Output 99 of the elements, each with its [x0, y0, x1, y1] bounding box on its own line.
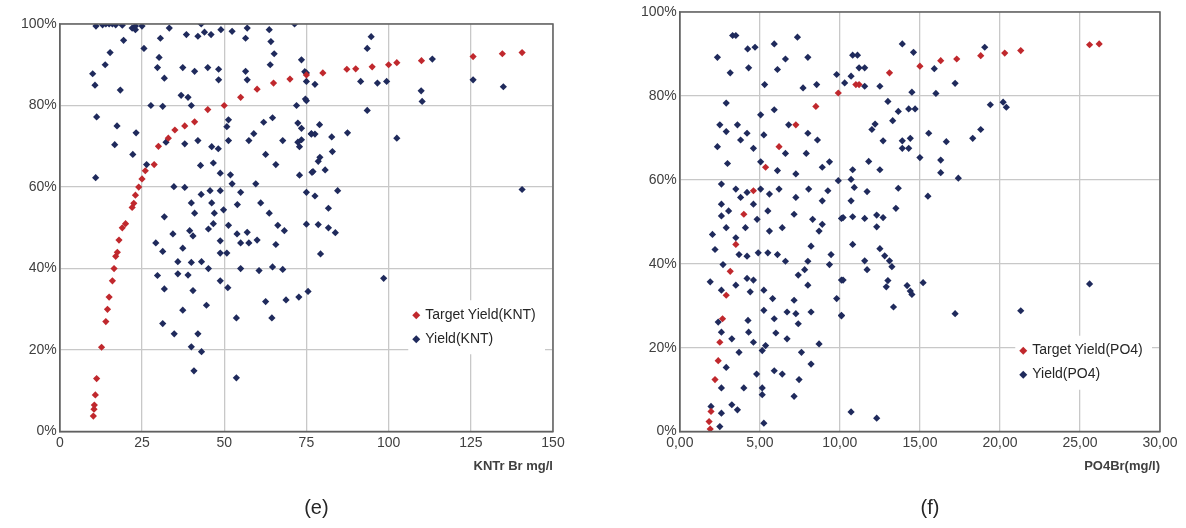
point: [706, 425, 714, 432]
x-tick-label: 25,00: [1062, 433, 1098, 450]
y-tick-label: 80%: [28, 96, 57, 113]
legend-label: Yield(PO4): [1032, 365, 1101, 382]
point: [141, 167, 149, 175]
point: [977, 52, 985, 60]
point: [118, 224, 126, 232]
point: [1095, 40, 1103, 48]
point: [191, 118, 199, 126]
point: [130, 199, 138, 207]
y-tick-label: 20%: [648, 338, 677, 355]
point: [269, 79, 278, 87]
point: [469, 53, 477, 61]
point: [237, 93, 245, 101]
point: [716, 338, 724, 346]
point: [385, 61, 393, 69]
x-axis-title: KNTr Br mg/l: [473, 457, 553, 473]
y-tick-label: 0%: [36, 422, 57, 439]
point: [953, 55, 961, 63]
point: [352, 65, 360, 73]
y-tick-label: 100%: [640, 2, 677, 19]
point: [1085, 41, 1094, 49]
point: [937, 57, 945, 65]
point: [740, 210, 748, 218]
point: [393, 59, 401, 67]
point: [113, 248, 121, 256]
point: [916, 62, 924, 70]
point: [91, 391, 99, 399]
point: [286, 75, 294, 83]
point: [220, 101, 228, 110]
point: [711, 375, 719, 384]
point: [368, 63, 376, 71]
point: [705, 417, 713, 426]
x-tick-label: 50: [216, 433, 233, 450]
point: [718, 315, 727, 323]
point: [518, 48, 526, 57]
x-tick-label: 125: [459, 433, 483, 450]
y-tick-label: 40%: [648, 254, 677, 271]
point: [110, 264, 118, 273]
x-tick-label: 20,00: [982, 433, 1018, 450]
text: (e): [304, 495, 329, 518]
point: [131, 191, 140, 199]
text: (f): [920, 495, 940, 518]
point: [181, 122, 189, 130]
y-tick-label: 40%: [28, 259, 57, 276]
x-tick-label: 75: [298, 433, 315, 450]
x-tick-label: 15,00: [902, 433, 938, 450]
point: [775, 143, 783, 151]
legend-label: Target Yield(PO4): [1032, 341, 1143, 358]
point: [762, 163, 770, 171]
point: [834, 89, 842, 97]
point: [90, 401, 98, 409]
point: [319, 69, 327, 77]
point: [714, 357, 722, 365]
point: [253, 85, 261, 93]
point: [154, 142, 163, 150]
point: [138, 175, 146, 183]
y-tick-label: 20%: [28, 340, 57, 357]
y-tick-label: 60%: [28, 177, 57, 194]
point: [726, 267, 734, 275]
point: [722, 291, 730, 299]
point: [1001, 49, 1009, 57]
x-tick-label: 0: [55, 433, 64, 450]
point: [135, 183, 143, 191]
point: [97, 343, 106, 351]
point: [732, 240, 740, 249]
y-tick-label: 60%: [648, 170, 677, 187]
x-tick-label: 5,00: [746, 433, 774, 450]
legend-label: Target Yield(KNT): [425, 306, 536, 323]
point: [171, 126, 179, 134]
point: [749, 187, 758, 195]
legend-label: Yield(KNT): [425, 330, 494, 347]
point: [93, 375, 101, 383]
x-tick-label: 100: [376, 433, 401, 450]
x-axis-title: PO4Br(mg/l): [1084, 457, 1160, 473]
point: [150, 161, 158, 169]
point: [89, 412, 97, 420]
point: [102, 317, 110, 326]
point: [121, 220, 130, 228]
point: [885, 69, 894, 77]
point: [343, 65, 351, 73]
x-tick-label: 25: [134, 433, 150, 450]
x-tick-label: 150: [541, 433, 565, 450]
point: [707, 407, 715, 416]
point: [812, 102, 820, 111]
point: [498, 50, 506, 58]
point: [103, 305, 112, 313]
point: [108, 277, 117, 285]
point: [417, 57, 426, 65]
x-tick-label: 10,00: [822, 433, 858, 450]
point: [204, 106, 212, 114]
y-tick-label: 100%: [20, 14, 57, 31]
point: [115, 236, 123, 244]
point: [1017, 47, 1025, 55]
point: [164, 134, 172, 142]
y-tick-label: 80%: [648, 86, 677, 103]
point: [105, 293, 113, 301]
point: [792, 121, 800, 129]
x-tick-label: 30,00: [1142, 433, 1178, 450]
